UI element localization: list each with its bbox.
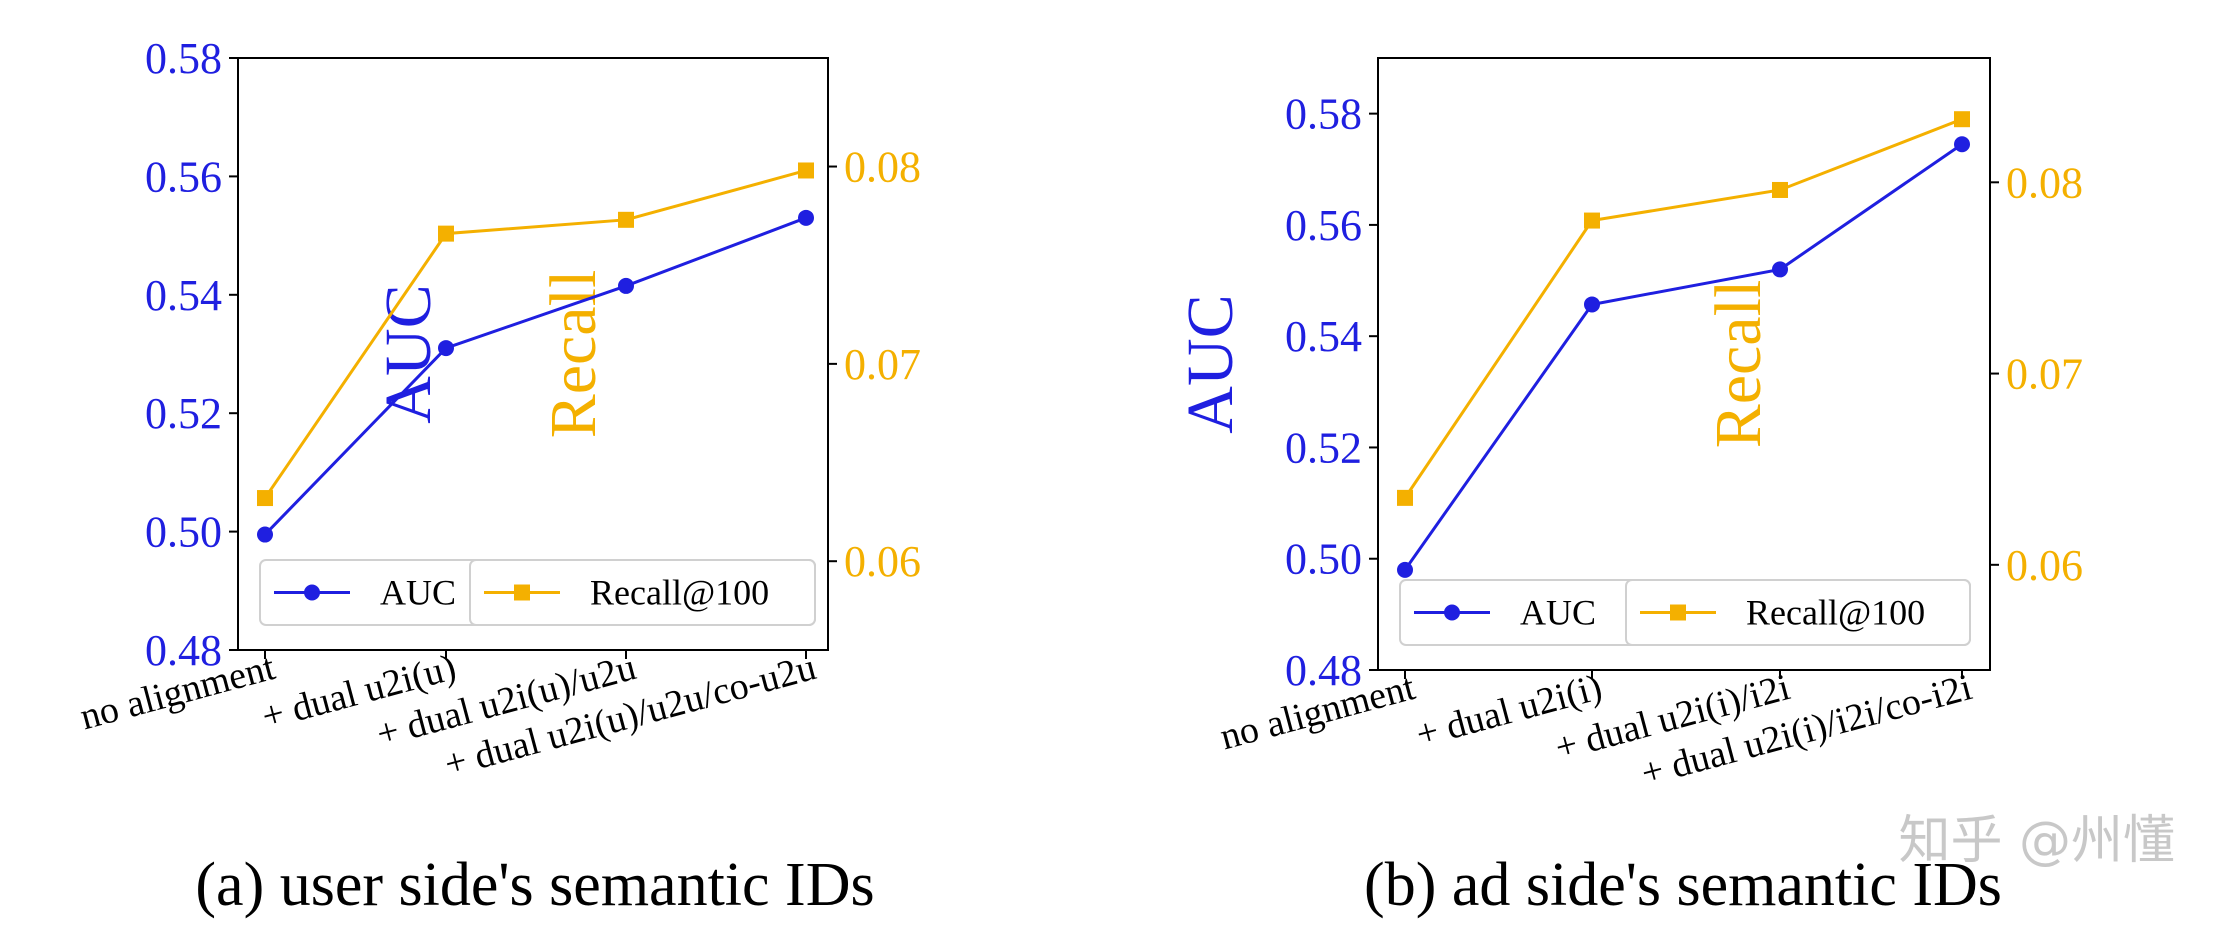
y2-axis-title: Recall [1702,280,1775,449]
data-point-auc [798,209,814,226]
series-line-recall-100 [263,169,807,499]
watermark: 知乎 @州懂 [1898,811,2175,871]
y-tick-label: 0.50 [1285,535,1362,584]
panel-caption: (a) user side's semantic IDs [195,851,874,919]
legend-marker-auc [1444,604,1460,621]
data-point-recall [1397,489,1413,506]
data-point-recall [1584,212,1600,229]
data-point-auc [438,340,454,357]
y2-tick-label: 0.06 [844,537,921,586]
y-tick-label: 0.48 [1285,646,1362,695]
legend-box-recall [469,559,816,626]
legend-marker-recall [1670,604,1686,621]
data-point-recall [1954,111,1970,128]
y-axis-title: AUC [1174,294,1247,433]
y2-tick-label: 0.07 [2006,350,2083,399]
data-point-auc [1954,136,1970,153]
panel-caption: (b) ad side's semantic IDs [1364,851,2002,919]
data-point-recall [798,162,814,179]
y-tick-label: 0.54 [1285,312,1362,361]
legend-label-recall: Recall@100 [590,573,769,613]
data-point-recall [438,225,454,242]
series-line-recall-100 [1403,117,1963,499]
y2-tick-label: 0.07 [844,340,921,389]
data-point-auc [257,526,273,543]
data-point-recall [618,211,634,228]
y2-axis-title: Recall [537,270,610,439]
y-tick-label: 0.48 [145,626,222,675]
data-point-auc [618,277,634,294]
legend-label-auc: AUC [380,573,456,613]
plot-frame [1377,57,1991,671]
plot-frame [237,57,829,651]
y-tick-label: 0.58 [145,34,222,83]
y-axis-title: AUC [372,284,445,423]
y-tick-label: 0.50 [145,508,222,557]
legend-marker-recall [514,584,530,601]
y2-tick-label: 0.08 [2006,158,2083,207]
legend-marker-auc [304,584,320,601]
y-tick-label: 0.52 [145,389,222,438]
legend-label-recall: Recall@100 [1746,593,1925,633]
data-point-recall [257,490,273,507]
data-point-recall [1772,181,1788,198]
data-point-auc [1772,261,1788,278]
data-point-auc [1584,296,1600,313]
y2-tick-label: 0.06 [2006,541,2083,590]
y-tick-label: 0.56 [145,152,222,201]
legend-box-recall [1625,579,1971,646]
y2-tick-label: 0.08 [844,143,921,192]
y-tick-label: 0.54 [145,271,222,320]
y-tick-label: 0.58 [1285,90,1362,139]
y-tick-label: 0.56 [1285,201,1362,250]
series-line-auc [1403,143,1963,571]
legend-label-auc: AUC [1520,593,1596,633]
data-point-auc [1397,561,1413,578]
y-tick-label: 0.52 [1285,423,1362,472]
series-line-auc [263,216,807,536]
